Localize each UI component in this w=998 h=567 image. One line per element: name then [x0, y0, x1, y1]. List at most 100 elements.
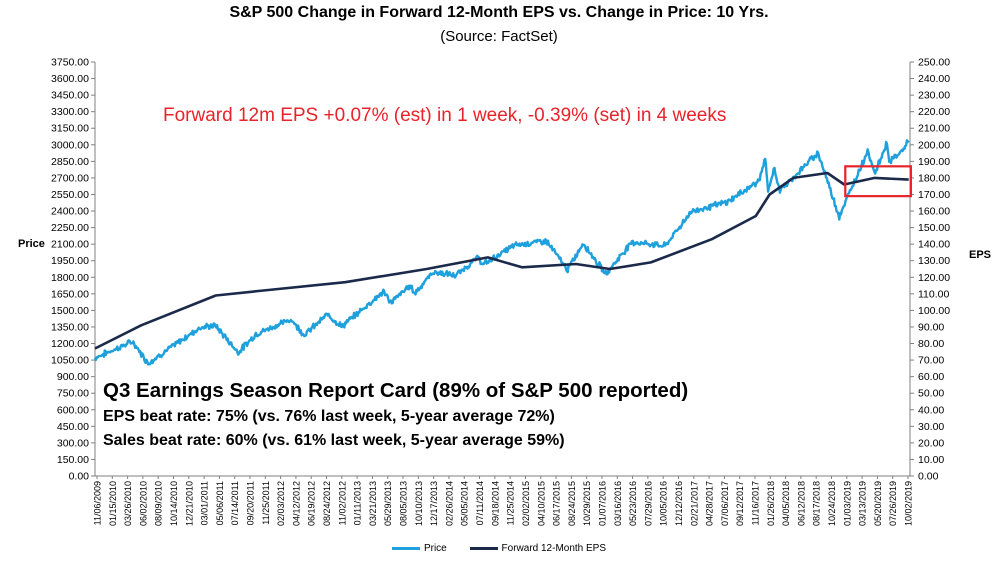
x-tick-label: 03/01/2011 — [200, 481, 210, 525]
x-tick-label: 04/12/2012 — [291, 481, 301, 526]
eps-change-annotation: Forward 12m EPS +0.07% (est) in 1 week, … — [163, 105, 727, 126]
legend-item-eps: Forward 12-Month EPS — [469, 543, 606, 554]
x-tick-label: 06/17/2015 — [552, 481, 562, 526]
y-left-tick-label: 2850.00 — [51, 156, 89, 168]
x-tick-label: 06/02/2010 — [138, 481, 148, 526]
y-right-tick-label: 220.00 — [918, 106, 950, 118]
y-right-tick-label: 190.00 — [918, 156, 950, 168]
x-tick-label: 04/10/2015 — [536, 481, 546, 526]
x-tick-label: 08/09/2010 — [154, 481, 164, 526]
y-right-tick-label: 180.00 — [918, 172, 950, 184]
y-left-tick-label: 900.00 — [57, 371, 89, 383]
y-right-tick-label: 30.00 — [918, 421, 944, 433]
y-left-tick-label: 3750.00 — [51, 57, 89, 69]
sales-beat-rate-line: Sales beat rate: 60% (vs. 61% last week,… — [103, 432, 565, 449]
legend-label-price: Price — [423, 543, 447, 554]
y-right-tick-label: 20.00 — [918, 437, 944, 449]
x-tick-label: 07/26/2019 — [888, 481, 898, 526]
y-left-tick-label: 3000.00 — [51, 139, 89, 151]
x-tick-label: 10/14/2010 — [169, 481, 179, 526]
y-right-tick-label: 120.00 — [918, 272, 950, 284]
x-tick-label: 01/03/2019 — [842, 481, 852, 526]
eps-highlight-box — [844, 165, 912, 198]
x-tick-label: 02/21/2017 — [689, 481, 699, 526]
x-tick-label: 08/24/2015 — [567, 481, 577, 526]
x-tick-label: 02/26/2014 — [444, 481, 454, 526]
legend-item-price: Price — [391, 543, 447, 554]
legend-swatch-eps — [469, 546, 498, 550]
y-right-tick-label: 40.00 — [918, 404, 944, 416]
y-right-tick-label: 60.00 — [918, 371, 944, 383]
x-tick-label: 12/17/2013 — [429, 481, 439, 526]
y-left-tick-label: 600.00 — [57, 404, 89, 416]
y-right-tick-label: 150.00 — [918, 222, 950, 234]
report-card: Q3 Earnings Season Report Card (89% of S… — [103, 377, 688, 453]
x-tick-label: 09/18/2014 — [490, 481, 500, 526]
y-right-tick-label: 250.00 — [918, 57, 950, 69]
y-axis-right-label: EPS — [969, 249, 992, 261]
y-right-tick-label: 80.00 — [918, 338, 944, 350]
x-tick-label: 05/05/2014 — [460, 481, 470, 526]
y-right-tick-label: 100.00 — [918, 305, 950, 317]
chart-title: S&P 500 Change in Forward 12-Month EPS v… — [229, 4, 769, 21]
x-tick-label: 07/14/2011 — [230, 481, 240, 525]
eps-series-line — [94, 171, 909, 350]
x-tick-label: 10/02/2019 — [904, 481, 914, 526]
x-tick-label: 05/20/2019 — [873, 481, 883, 526]
y-right-tick-label: 130.00 — [918, 255, 950, 267]
report-card-title: Q3 Earnings Season Report Card (89% of S… — [103, 379, 689, 402]
y-right-tick-label: 140.00 — [918, 239, 950, 251]
x-tick-label: 05/23/2016 — [628, 481, 638, 526]
x-tick-label: 12/21/2010 — [184, 481, 194, 526]
y-left-tick-label: 2700.00 — [51, 172, 89, 184]
y-right-tick-label: 70.00 — [918, 355, 944, 367]
y-left-tick-label: 450.00 — [57, 421, 89, 433]
x-tick-label: 07/06/2017 — [720, 481, 730, 526]
y-axis-left-label: Price — [18, 238, 45, 250]
y-left-tick-label: 3450.00 — [51, 90, 89, 102]
y-left-tick-label: 3150.00 — [51, 123, 89, 135]
y-left-tick-label: 3600.00 — [51, 73, 89, 85]
legend-swatch-price — [391, 546, 420, 550]
x-tick-label: 03/13/2019 — [858, 481, 868, 526]
y-left-tick-label: 150.00 — [57, 454, 89, 466]
y-right-tick-label: 90.00 — [918, 321, 944, 333]
eps-beat-rate-line: EPS beat rate: 75% (vs. 76% last week, 5… — [103, 408, 555, 425]
y-left-tick-label: 1350.00 — [51, 321, 89, 333]
x-tick-label: 08/17/2018 — [812, 481, 822, 526]
y-right-tick-label: 10.00 — [918, 454, 944, 466]
x-tick-label: 03/21/2013 — [368, 481, 378, 526]
y-right-tick-label: 110.00 — [918, 288, 949, 300]
x-tick-label: 11/25/2014 — [506, 481, 516, 525]
x-tick-label: 11/02/2012 — [337, 481, 347, 525]
price-series-line — [93, 139, 910, 366]
x-tick-label: 05/06/2011 — [215, 481, 225, 525]
x-tick-label: 09/20/2011 — [246, 481, 256, 525]
x-tick-label: 07/29/2016 — [643, 481, 653, 526]
chart-subtitle: (Source: FactSet) — [440, 28, 558, 45]
y-right-tick-label: 0.00 — [918, 471, 939, 483]
y-right-tick-label: 230.00 — [918, 90, 950, 102]
x-tick-label: 11/25/2011 — [261, 481, 271, 525]
y-left-tick-label: 2100.00 — [51, 239, 89, 251]
y-left-tick-label: 1050.00 — [51, 355, 89, 367]
x-tick-label: 04/28/2017 — [705, 481, 715, 526]
y-left-tick-label: 1200.00 — [51, 338, 89, 350]
x-tick-label: 05/29/2013 — [383, 481, 393, 526]
x-tick-label: 08/24/2012 — [322, 481, 332, 526]
x-tick-label: 11/16/2017 — [750, 481, 760, 525]
y-left-tick-label: 2400.00 — [51, 206, 89, 218]
x-tick-label: 01/07/2016 — [597, 481, 607, 526]
x-tick-label: 01/11/2013 — [353, 481, 363, 525]
x-tick-label: 03/16/2016 — [613, 481, 623, 526]
x-tick-label: 03/26/2010 — [123, 481, 133, 526]
y-left-tick-label: 2250.00 — [51, 222, 89, 234]
x-tick-label: 10/05/2016 — [659, 481, 669, 526]
y-right-tick-label: 210.00 — [918, 123, 950, 135]
y-right-tick-label: 50.00 — [918, 388, 944, 400]
y-left-tick-label: 1500.00 — [51, 305, 89, 317]
x-tick-label: 04/05/2018 — [781, 481, 791, 526]
x-tick-label: 02/02/2015 — [521, 481, 531, 526]
y-right-tick-label: 240.00 — [918, 73, 950, 85]
x-tick-label: 10/24/2018 — [827, 481, 837, 526]
